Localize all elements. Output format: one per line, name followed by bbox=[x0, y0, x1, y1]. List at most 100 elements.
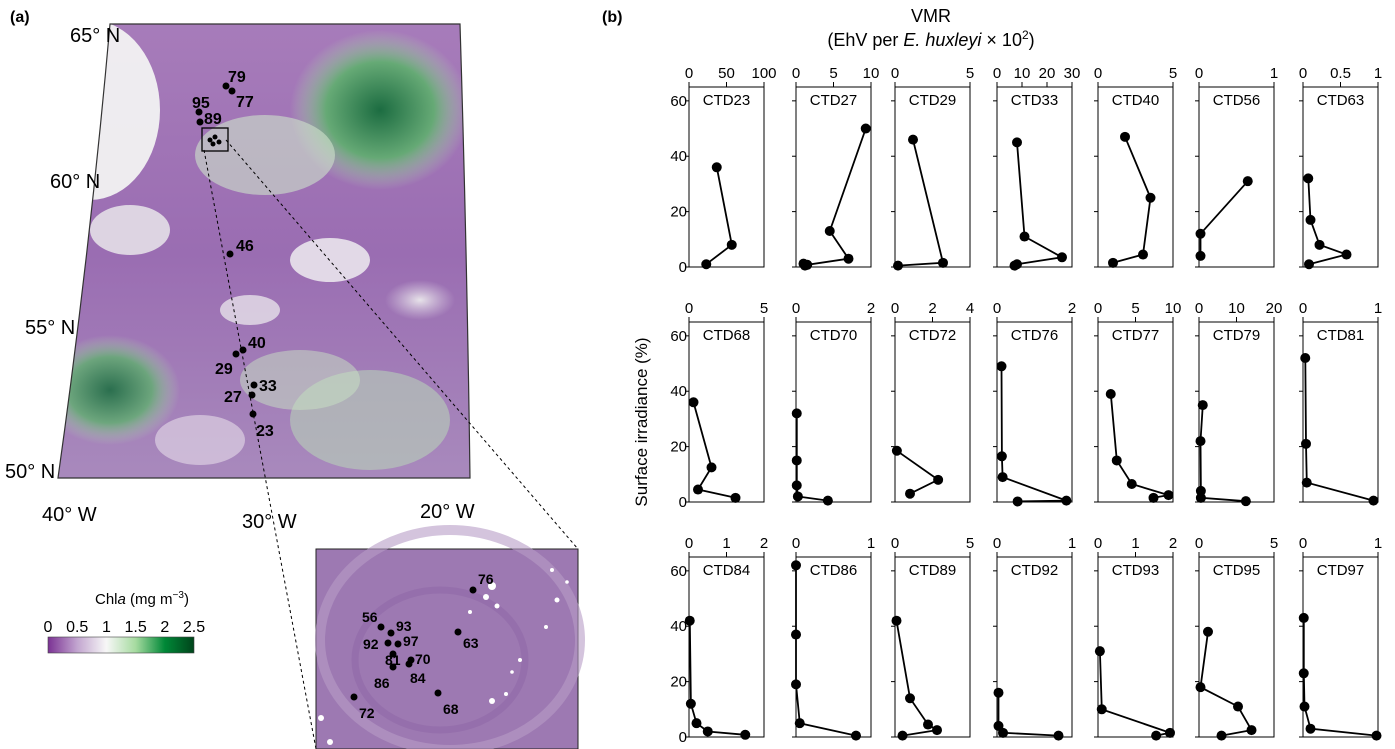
profile-point-CTD92-3 bbox=[993, 687, 1004, 698]
ytick-label-CTD84-0: 0 bbox=[679, 729, 687, 746]
map-station-label-23: 23 bbox=[256, 423, 274, 440]
xtick-label-CTD27-1: 5 bbox=[829, 65, 837, 82]
profile-CTD29: 0 5 CTD29 bbox=[891, 65, 974, 271]
profile-frame-CTD84 bbox=[688, 556, 765, 738]
profile-point-CTD97-0 bbox=[1371, 730, 1382, 741]
profile-CTD93: 0 1 2 CTD93 bbox=[1094, 535, 1177, 741]
profile-point-CTD70-2 bbox=[791, 480, 802, 491]
profile-point-CTD40-0 bbox=[1108, 257, 1118, 268]
profile-frame-CTD68 bbox=[688, 321, 765, 503]
inset-station-dot-84 bbox=[405, 660, 413, 668]
ytick-label-CTD68-2: 40 bbox=[670, 383, 687, 400]
profile-point-CTD40-3 bbox=[1120, 131, 1130, 142]
profile-frame-CTD40 bbox=[1097, 86, 1174, 268]
map-station-dot-89 bbox=[196, 118, 204, 126]
profile-frame-CTD70 bbox=[795, 321, 872, 503]
profile-point-CTD93-3 bbox=[1094, 646, 1105, 657]
map-station-label-27: 27 bbox=[224, 389, 242, 406]
inset-station-label-97: 97 bbox=[403, 633, 419, 649]
ytick-label-CTD68-1: 20 bbox=[670, 439, 687, 456]
profile-point-CTD70-4 bbox=[791, 408, 802, 419]
profile-frame-CTD29 bbox=[894, 86, 971, 268]
profile-point-CTD77-3 bbox=[1111, 455, 1122, 466]
profile-line-CTD40 bbox=[1112, 136, 1152, 264]
profile-point-CTD93-1 bbox=[1165, 727, 1175, 738]
profile-point-CTD97-4 bbox=[1298, 612, 1309, 623]
profile-label-CTD23: CTD23 bbox=[703, 92, 751, 109]
map-station-dot-27 bbox=[248, 391, 256, 399]
profile-line-CTD79 bbox=[1199, 405, 1246, 503]
profile-point-CTD68-0 bbox=[730, 492, 741, 503]
profile-CTD56: 0 1 CTD56 bbox=[1195, 65, 1278, 268]
xtick-label-CTD86-0: 0 bbox=[792, 535, 800, 552]
profile-point-CTD63-4 bbox=[1303, 173, 1314, 184]
ytick-label-CTD23-3: 60 bbox=[670, 93, 687, 110]
profile-frame-CTD63 bbox=[1302, 86, 1379, 268]
profile-frame-CTD86 bbox=[795, 556, 872, 738]
xtick-label-CTD95-1: 5 bbox=[1270, 535, 1278, 552]
map-station-dot-33 bbox=[250, 381, 258, 389]
lon-label-20: 20° W bbox=[420, 501, 475, 523]
map-station-dot-29 bbox=[232, 350, 240, 358]
colorbar-bar bbox=[47, 636, 195, 654]
profile-point-CTD70-3 bbox=[791, 455, 802, 466]
xtick-label-CTD86-1: 1 bbox=[867, 535, 875, 552]
profile-point-CTD84-4 bbox=[684, 615, 695, 626]
inset-station-dot-72 bbox=[350, 693, 358, 701]
xtick-label-CTD93-1: 1 bbox=[1131, 535, 1139, 552]
profile-point-CTD56-0 bbox=[1195, 250, 1206, 261]
profile-line-CTD72 bbox=[896, 450, 940, 495]
profile-point-CTD68-2 bbox=[706, 462, 717, 473]
profile-line-CTD70 bbox=[795, 413, 829, 502]
profile-point-CTD77-1 bbox=[1163, 490, 1174, 501]
profile-label-CTD76: CTD76 bbox=[1011, 327, 1059, 344]
inset-station-label-84: 84 bbox=[410, 670, 426, 686]
xtick-label-CTD77-2: 10 bbox=[1165, 300, 1182, 317]
profile-frame-CTD56 bbox=[1198, 86, 1275, 268]
inset-station-dot-68 bbox=[434, 689, 442, 697]
profile-point-CTD76-4 bbox=[996, 361, 1007, 372]
inset-station-dot-86 bbox=[389, 663, 397, 671]
profile-point-CTD29-0 bbox=[893, 260, 903, 271]
xtick-label-CTD72-0: 0 bbox=[891, 300, 899, 317]
colorbar-label: Chla (mg m−3) bbox=[95, 590, 189, 608]
profile-CTD86: 0 1 CTD86 bbox=[791, 535, 875, 741]
profile-frame-CTD27 bbox=[795, 86, 872, 268]
xtick-label-CTD81-1: 1 bbox=[1374, 300, 1382, 317]
panel-a-map: (a) 65° N 60° N 55° N 50° N 40° W 30° W … bbox=[5, 9, 585, 749]
profile-label-CTD27: CTD27 bbox=[810, 92, 858, 109]
xtick-label-CTD79-0: 0 bbox=[1195, 300, 1203, 317]
profile-line-CTD92 bbox=[997, 692, 1059, 737]
ytick-label-CTD84-1: 20 bbox=[670, 674, 687, 691]
inset-station-dot-92 bbox=[384, 639, 392, 647]
profile-point-CTD86-2 bbox=[791, 679, 801, 690]
profile-label-CTD56: CTD56 bbox=[1213, 92, 1261, 109]
map-frame bbox=[57, 23, 471, 479]
profile-point-CTD72-0 bbox=[905, 488, 915, 499]
xtick-label-CTD23-2: 100 bbox=[751, 65, 776, 82]
xtick-label-CTD79-1: 10 bbox=[1228, 300, 1245, 317]
profile-frame-CTD89 bbox=[894, 556, 971, 738]
profile-point-CTD56-1 bbox=[1195, 228, 1206, 239]
profile-CTD77: 0 5 10 CTD77 bbox=[1094, 300, 1182, 503]
inset-station-dot-81 bbox=[389, 650, 397, 658]
profile-CTD40: 0 5 CTD40 bbox=[1094, 65, 1177, 268]
inset-location-box bbox=[201, 127, 229, 152]
profile-point-CTD81-3 bbox=[1300, 353, 1311, 363]
profile-label-CTD95: CTD95 bbox=[1213, 562, 1261, 579]
map-station-label-40: 40 bbox=[248, 335, 266, 352]
profile-point-CTD86-1 bbox=[794, 718, 805, 729]
map-station-label-77: 77 bbox=[236, 94, 254, 111]
xtick-label-CTD27-2: 10 bbox=[863, 65, 880, 82]
profile-line-CTD89 bbox=[895, 620, 940, 737]
profile-CTD97: 0 1 CTD97 bbox=[1298, 535, 1382, 741]
xtick-label-CTD33-2: 20 bbox=[1039, 65, 1056, 82]
map-station-dot-23 bbox=[249, 410, 257, 418]
xtick-label-CTD77-0: 0 bbox=[1094, 300, 1102, 317]
xtick-label-CTD84-1: 1 bbox=[722, 535, 730, 552]
profile-line-CTD33 bbox=[1014, 142, 1065, 267]
profile-line-CTD86 bbox=[795, 565, 857, 737]
lon-label-40: 40° W bbox=[42, 504, 97, 526]
profile-point-CTD81-1 bbox=[1301, 477, 1312, 488]
xtick-label-CTD56-1: 1 bbox=[1270, 65, 1278, 82]
